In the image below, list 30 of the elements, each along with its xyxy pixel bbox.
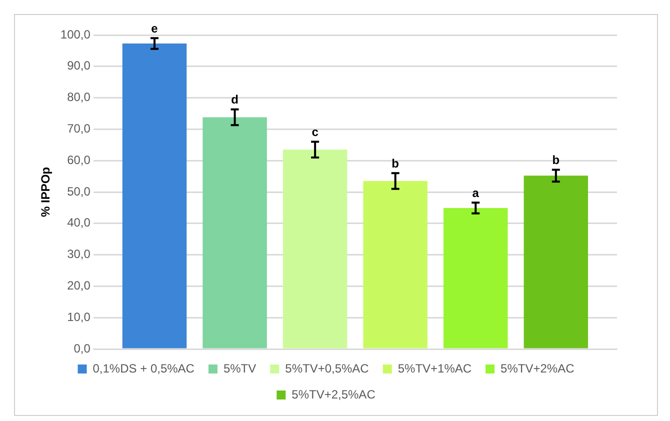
y-tick-label: 10,0 bbox=[67, 310, 91, 324]
y-tick-label: 70,0 bbox=[67, 122, 91, 136]
annotation: b bbox=[392, 156, 400, 170]
bar bbox=[444, 208, 508, 348]
y-axis-title: % IPPOp bbox=[38, 166, 53, 218]
bar bbox=[524, 176, 588, 348]
legend-label: 5%TV+0,5%AC bbox=[285, 361, 370, 376]
legend-label: 5%TV bbox=[223, 361, 256, 376]
y-tick-label: 100,0 bbox=[60, 27, 91, 42]
y-tick-label: 80,0 bbox=[67, 90, 91, 104]
annotation: c bbox=[312, 125, 319, 140]
legend-label: 0,1%DS + 0,5%AC bbox=[92, 361, 195, 376]
y-tick-label: 0,0 bbox=[74, 341, 91, 356]
annotation: b bbox=[552, 153, 560, 168]
bar bbox=[122, 43, 187, 348]
legend-label: 5%TV+2,5%AC bbox=[292, 387, 376, 402]
y-tick-label: 40,0 bbox=[67, 216, 91, 230]
y-tick-label: 60,0 bbox=[67, 152, 91, 167]
y-tick-label: 90,0 bbox=[67, 58, 91, 73]
annotation: a bbox=[472, 186, 480, 200]
y-tick-label: 50,0 bbox=[67, 184, 91, 198]
bar bbox=[363, 181, 428, 348]
legend-label: 5%TV+1%AC bbox=[398, 361, 472, 376]
annotation: d bbox=[231, 92, 238, 107]
y-tick-label: 30,0 bbox=[67, 247, 91, 262]
bar bbox=[202, 117, 267, 348]
legend-label: 5%TV+2%AC bbox=[500, 361, 575, 376]
y-tick-label: 20,0 bbox=[67, 278, 91, 293]
annotation: e bbox=[151, 21, 158, 36]
bar bbox=[282, 150, 348, 348]
